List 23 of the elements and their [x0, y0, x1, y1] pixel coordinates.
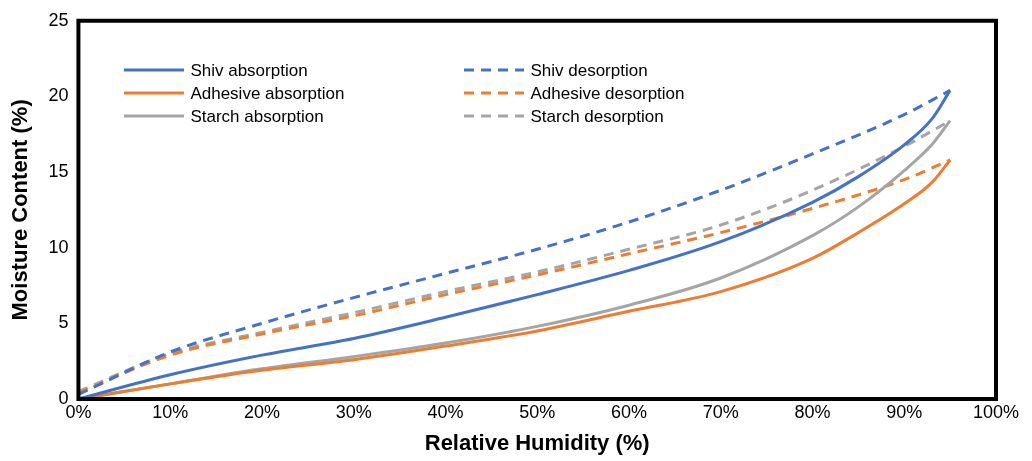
- x-tick-label: 70%: [702, 401, 739, 422]
- y-tick-label: 20: [48, 85, 69, 106]
- x-tick-label: 30%: [335, 401, 372, 422]
- y-axis-title: Moisture Content (%): [7, 99, 33, 321]
- legend-label: Shiv absorption: [190, 59, 308, 82]
- x-axis-title: Relative Humidity (%): [424, 429, 650, 455]
- y-tick-label: 15: [48, 161, 69, 182]
- legend-label: Adhesive desorption: [530, 82, 685, 105]
- y-tick-label: 10: [48, 236, 69, 257]
- x-tick-label: 20%: [243, 401, 280, 422]
- x-tick-label: 10%: [152, 401, 189, 422]
- legend-label: Shiv desorption: [530, 59, 648, 82]
- x-tick-label: 60%: [610, 401, 647, 422]
- x-tick-label: 90%: [886, 401, 923, 422]
- y-tick-label: 25: [48, 9, 69, 30]
- legend-label: Starch absorption: [190, 105, 324, 128]
- x-tick-label: 80%: [794, 401, 831, 422]
- legend-label: Starch desorption: [530, 105, 664, 128]
- x-tick-label: 100%: [972, 401, 1020, 422]
- legend-label: Adhesive absorption: [190, 82, 345, 105]
- x-tick-label: 50%: [519, 401, 556, 422]
- y-tick-label: 5: [58, 312, 69, 333]
- x-tick-label: 40%: [427, 401, 464, 422]
